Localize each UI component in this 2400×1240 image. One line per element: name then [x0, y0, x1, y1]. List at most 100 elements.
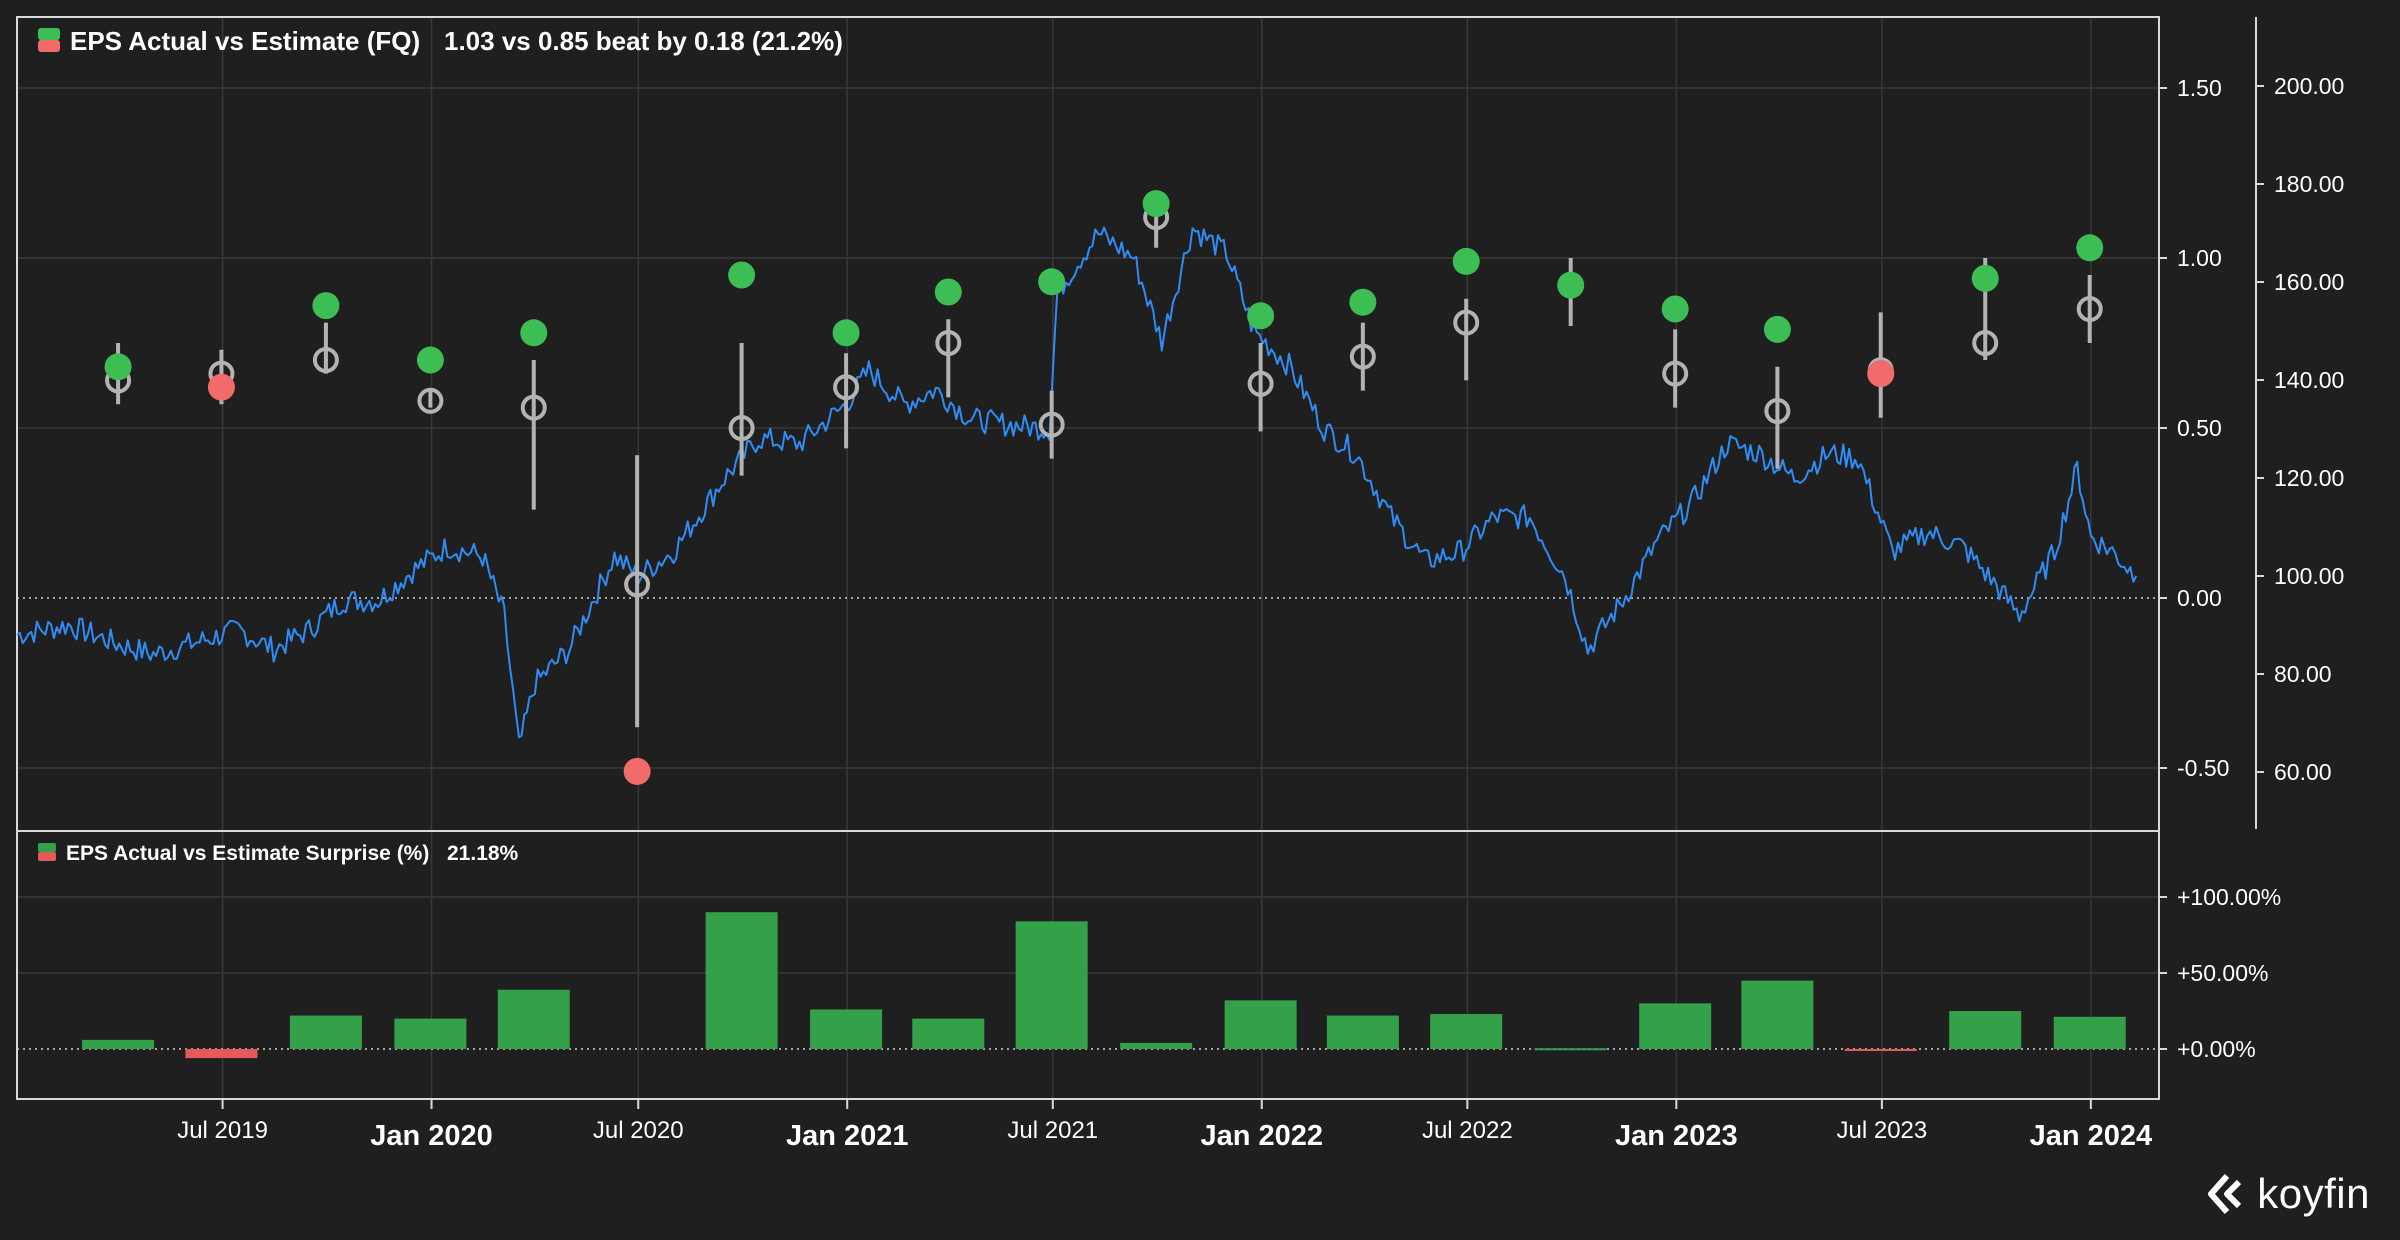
actual-point-beat	[1452, 247, 1480, 275]
eps-y-tick-label: 0.00	[2177, 585, 2222, 611]
actual-point-beat	[1557, 271, 1585, 299]
x-tick-label: Jan 2020	[370, 1120, 493, 1152]
eps-panel-summary: 1.03 vs 0.85 beat by 0.18 (21.2%)	[444, 26, 843, 56]
surprise-bar	[1015, 921, 1088, 1049]
actual-point-beat	[728, 261, 756, 289]
price-y-tick-label: 200.00	[2274, 73, 2344, 99]
estimate-point	[624, 571, 651, 598]
x-tick-label: Jul 2021	[1007, 1117, 1098, 1144]
eps-panel-title: EPS Actual vs Estimate (FQ)	[70, 26, 420, 56]
actual-point-beat	[1971, 264, 1999, 292]
surprise-bar	[912, 1018, 985, 1049]
estimate-point	[935, 330, 962, 356]
surprise-bar	[1949, 1011, 2022, 1049]
estimate-point	[1349, 343, 1376, 370]
actual-point-beat	[520, 319, 548, 347]
actual-point-beat	[1247, 302, 1275, 330]
surprise-y-tick-label: +100.00%	[2177, 884, 2281, 910]
estimate-point	[728, 415, 755, 441]
actual-point-beat	[1661, 295, 1689, 323]
surprise-bar	[2053, 1016, 2126, 1049]
surprise-bar	[82, 1039, 155, 1049]
actual-point-beat	[1763, 315, 1791, 343]
actual-point-beat	[1349, 288, 1377, 316]
surprise-bar	[1326, 1015, 1399, 1049]
surprise-legend-pos-swatch	[38, 843, 56, 852]
actual-point-miss	[207, 373, 235, 401]
actual-point-miss	[623, 757, 651, 785]
koyfin-wordmark: koyfin	[2257, 1170, 2370, 1217]
x-tick-label: Jan 2023	[1615, 1120, 1738, 1152]
eps-points	[104, 190, 2104, 785]
actual-point-beat	[104, 353, 132, 381]
surprise-bar	[1120, 1042, 1193, 1049]
surprise-y-tick-label: +0.00%	[2177, 1036, 2256, 1062]
surprise-panel-summary: 21.18%	[447, 842, 519, 865]
actual-point-beat	[832, 319, 860, 347]
actual-point-beat	[1142, 190, 1170, 218]
surprise-bars	[82, 912, 2126, 1059]
surprise-bar	[289, 1015, 362, 1049]
price-y-tick-label: 60.00	[2274, 759, 2332, 785]
surprise-bar	[810, 1009, 883, 1049]
estimate-point	[417, 387, 444, 414]
eps-y-tick-label: 1.00	[2177, 245, 2222, 271]
x-tick-label: Jan 2022	[1200, 1120, 1323, 1152]
estimate-point	[833, 374, 860, 401]
surprise-bar	[1224, 1000, 1297, 1049]
price-line	[16, 226, 2138, 739]
surprise-bar	[705, 912, 778, 1049]
actual-point-beat	[934, 278, 962, 306]
actual-point-beat	[1038, 268, 1066, 296]
eps-y-tick-label: 0.50	[2177, 415, 2222, 441]
grid-lines	[17, 17, 2264, 1109]
surprise-legend: EPS Actual vs Estimate Surprise (%) 21.1…	[38, 842, 519, 865]
actual-point-beat	[2076, 234, 2104, 262]
estimate-point	[1662, 360, 1689, 387]
price-y-tick-label: 180.00	[2274, 171, 2344, 197]
surprise-bar	[497, 989, 570, 1049]
price-series	[16, 226, 2138, 739]
surprise-panel-title: EPS Actual vs Estimate Surprise (%)	[66, 842, 429, 865]
price-y-tick-label: 160.00	[2274, 269, 2344, 295]
estimate-point	[1764, 398, 1791, 424]
eps-y-tick-label: -0.50	[2177, 755, 2229, 781]
surprise-bar	[1534, 1048, 1607, 1051]
eps-legend: EPS Actual vs Estimate (FQ) 1.03 vs 0.85…	[38, 26, 843, 56]
axis-labels: Jul 2019 Jan 2020 Jul 2020 Jan 2021 Jul 2021…	[177, 73, 2344, 1152]
surprise-y-tick-label: +50.00%	[2177, 960, 2268, 986]
x-tick-label: Jan 2021	[786, 1120, 909, 1152]
koyfin-logo-icon	[2208, 1174, 2242, 1214]
x-tick-label: Jul 2023	[1837, 1117, 1928, 1144]
x-tick-label: Jan 2024	[2030, 1120, 2153, 1152]
eps-panel-frame	[16, 16, 2257, 1100]
koyfin-logo: koyfin	[2205, 1170, 2370, 1218]
x-tick-label: Jul 2019	[177, 1117, 268, 1144]
estimate-point	[1972, 330, 1999, 356]
surprise-panel-border	[16, 830, 2160, 1100]
price-y-tick-label: 100.00	[2274, 563, 2344, 589]
estimate-point	[1453, 309, 1480, 336]
legend-beat-swatch	[38, 28, 60, 40]
estimate-point	[1247, 370, 1274, 397]
actual-point-beat	[416, 346, 444, 374]
eps-y-tick-label: 1.50	[2177, 75, 2222, 101]
legend-miss-swatch	[38, 40, 60, 52]
price-y-tick-label: 140.00	[2274, 367, 2344, 393]
surprise-bar	[185, 1049, 258, 1059]
estimate-point	[2076, 296, 2103, 322]
surprise-bar	[1430, 1014, 1503, 1049]
surprise-legend-neg-swatch	[38, 852, 56, 861]
actual-point-miss	[1867, 360, 1895, 388]
surprise-bar	[1639, 1003, 1712, 1049]
surprise-bar	[1741, 980, 1814, 1049]
x-tick-label: Jul 2022	[1422, 1117, 1513, 1144]
price-y-tick-label: 120.00	[2274, 465, 2344, 491]
estimate-point	[520, 394, 547, 421]
estimate-point	[1038, 411, 1065, 438]
price-y-tick-label: 80.00	[2274, 661, 2332, 687]
actual-point-beat	[312, 292, 340, 320]
surprise-bar	[1844, 1049, 1917, 1051]
